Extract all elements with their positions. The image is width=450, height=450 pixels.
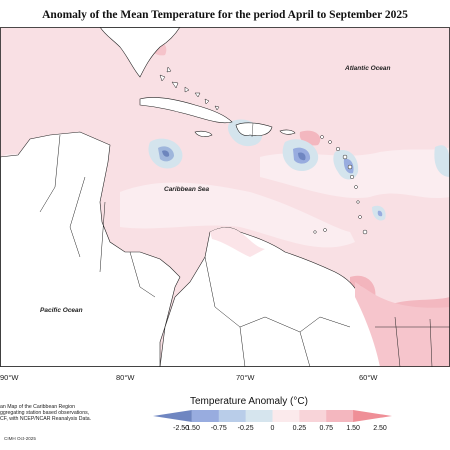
legend-tick-label: 1.50	[346, 425, 360, 432]
legend-swatch	[245, 410, 273, 422]
legend-tick-label: -1.50	[183, 425, 200, 432]
note-line: ggregating station based observations,	[0, 410, 90, 417]
legend-tick-label: 0.25	[292, 425, 307, 432]
bahamas-islands	[159, 66, 220, 111]
legend-colorbar	[153, 410, 392, 422]
legend-swatch	[218, 410, 247, 422]
central-america-land	[0, 131, 181, 367]
legend-title: Temperature Anomaly (°C)	[190, 396, 308, 407]
cuba-island	[139, 97, 233, 124]
legend-swatch	[299, 410, 327, 422]
florida-land	[99, 27, 181, 78]
atlantic-ocean-label: Atlantic Ocean	[344, 65, 391, 72]
lon-tick-60w: 60°W	[359, 373, 378, 382]
legend-tick-label: -0.25	[237, 425, 254, 432]
legend-tick-label: -0.75	[210, 425, 227, 432]
caribbean-sea-label: Caribbean Sea	[164, 186, 210, 193]
lon-tick-90w: 90°W	[0, 373, 19, 382]
legend-tick-label: 0.75	[319, 425, 334, 432]
legend-swatch	[326, 410, 354, 422]
puerto-rico-island	[279, 129, 296, 135]
legend-tick-label: -2.50	[173, 425, 190, 432]
legend-swatch	[353, 410, 392, 422]
country-borders	[39, 134, 351, 367]
note-line: CF, with NCEP/NCAR Reanalysis Data.	[0, 416, 92, 423]
pacific-ocean-label: Pacific Ocean	[40, 307, 83, 314]
credit-text: CIMH Oct-2025	[4, 436, 36, 441]
lon-tick-80w: 80°W	[116, 373, 135, 382]
temperature-anomaly-map: Atlantic Ocean Caribbean Sea Pacific Oce…	[0, 27, 450, 367]
legend-swatch	[272, 410, 300, 422]
legend-swatch	[153, 410, 192, 422]
map-title: Anomaly of the Mean Temperature for the …	[42, 9, 408, 21]
jamaica-island	[194, 130, 213, 137]
legend-tick-label: 0	[270, 425, 275, 432]
lon-tick-70w: 70°W	[236, 373, 255, 382]
map-notes: an Map of the Caribbean Region ggregatin…	[0, 404, 130, 423]
legend-tick-label: 2.50	[373, 425, 387, 432]
lesser-antilles	[313, 135, 368, 235]
note-line: an Map of the Caribbean Region	[0, 404, 75, 410]
legend-swatch	[191, 410, 220, 422]
